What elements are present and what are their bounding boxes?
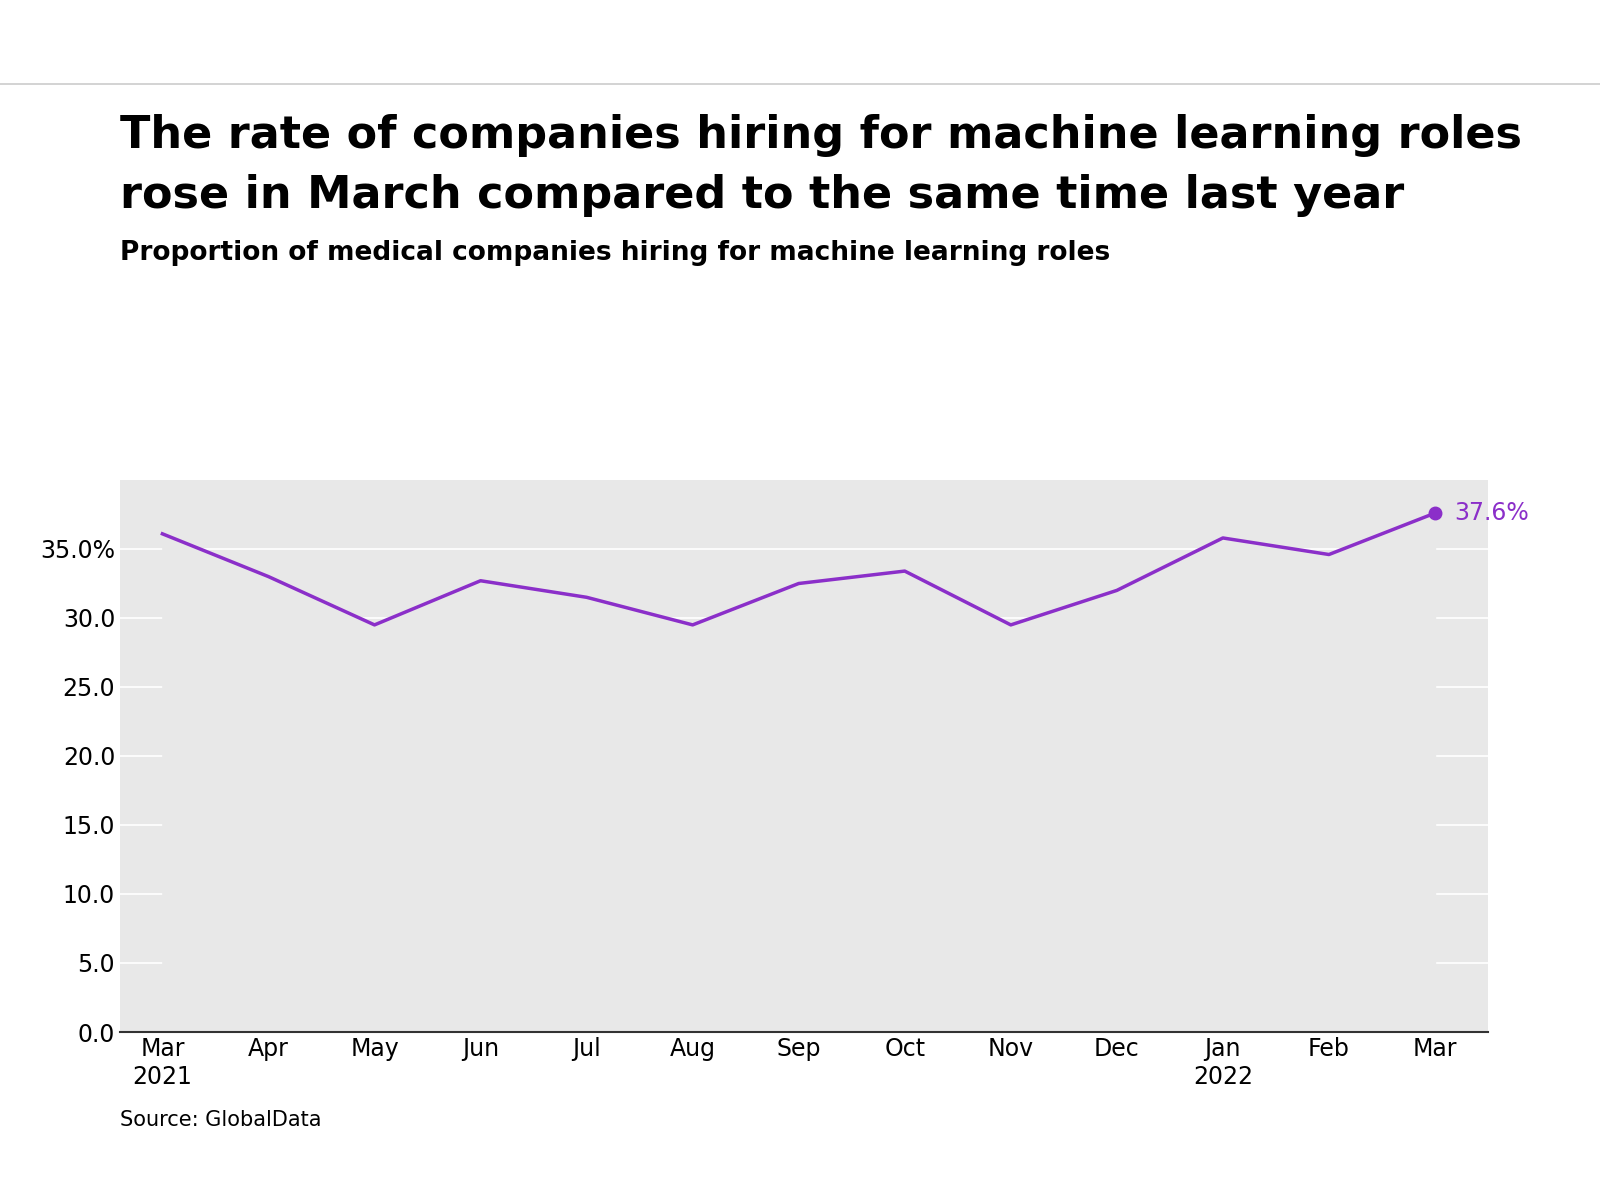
Text: Proportion of medical companies hiring for machine learning roles: Proportion of medical companies hiring f… [120,240,1110,266]
Text: rose in March compared to the same time last year: rose in March compared to the same time … [120,174,1405,217]
Text: Source: GlobalData: Source: GlobalData [120,1110,322,1130]
Text: 37.6%: 37.6% [1454,502,1530,526]
Text: The rate of companies hiring for machine learning roles: The rate of companies hiring for machine… [120,114,1522,157]
